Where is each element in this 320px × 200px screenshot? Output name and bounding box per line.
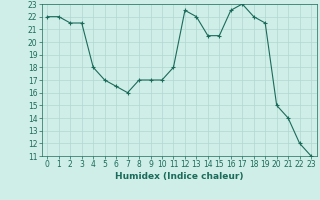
X-axis label: Humidex (Indice chaleur): Humidex (Indice chaleur) <box>115 172 244 181</box>
